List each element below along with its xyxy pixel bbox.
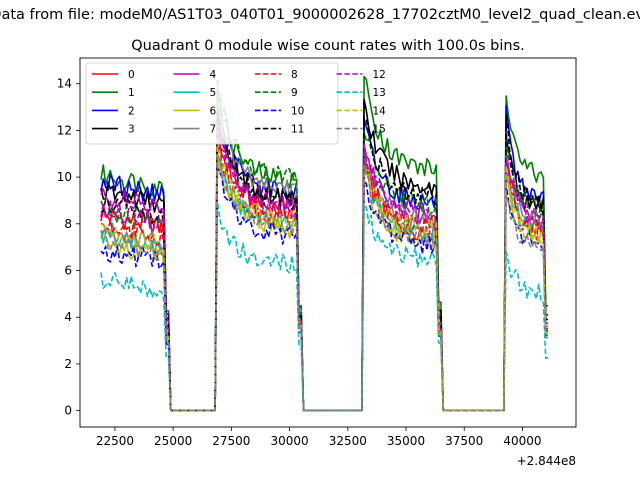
figure-suptitle: Data from file: modeM0/AS1T03_040T01_900… <box>0 7 640 23</box>
series-line-7 <box>100 106 549 412</box>
series-line-3 <box>100 98 549 412</box>
series-line-0 <box>100 125 549 412</box>
series-line-4 <box>100 130 549 412</box>
series-line-12 <box>100 121 549 412</box>
y-tick-label: 14 <box>57 77 72 91</box>
y-tick-label: 12 <box>57 123 72 137</box>
x-tick-label: 30000 <box>270 434 308 448</box>
legend-label-4: 4 <box>210 69 217 81</box>
x-tick-label: 37500 <box>445 434 483 448</box>
legend-label-6: 6 <box>210 105 217 117</box>
y-tick-label: 0 <box>64 404 72 418</box>
legend-label-9: 9 <box>291 87 298 99</box>
series-line-15 <box>100 154 549 412</box>
series-line-10 <box>100 167 549 412</box>
legend-label-10: 10 <box>291 105 304 117</box>
legend-label-8: 8 <box>291 69 298 81</box>
series-line-8 <box>100 145 549 412</box>
legend-label-5: 5 <box>210 87 217 99</box>
series-line-5 <box>100 158 549 412</box>
legend-label-14: 14 <box>373 105 387 117</box>
legend-label-13: 13 <box>373 87 386 99</box>
legend-label-15: 15 <box>373 124 386 136</box>
x-tick-label: 40000 <box>503 434 541 448</box>
x-offset-label: +2.844e8 <box>517 454 576 468</box>
legend-label-1: 1 <box>128 87 135 99</box>
chart-title: Quadrant 0 module wise count rates with … <box>131 38 525 54</box>
axis-layer: 22500 25000 27500 30000 32500 35000 37500 40000… <box>57 77 542 448</box>
legend-label-3: 3 <box>128 124 135 136</box>
legend-label-0: 0 <box>128 69 135 81</box>
series-layer <box>100 75 549 412</box>
x-tick-label: 27500 <box>212 434 250 448</box>
x-tick-label: 32500 <box>329 434 367 448</box>
legend-label-12: 12 <box>373 69 386 81</box>
y-tick-label: 4 <box>64 310 72 324</box>
series-line-13 <box>100 201 549 412</box>
plot-frame <box>79 57 577 428</box>
legend-label-7: 7 <box>210 124 217 136</box>
legend-label-2: 2 <box>128 105 135 117</box>
x-tick-label: 35000 <box>387 434 425 448</box>
series-line-2 <box>100 105 549 412</box>
y-tick-label: 2 <box>64 357 72 371</box>
x-tick-label: 25000 <box>154 434 192 448</box>
series-line-14 <box>100 138 549 412</box>
legend-box <box>85 62 339 145</box>
series-line-6 <box>100 150 549 412</box>
legend-label-11: 11 <box>291 124 304 136</box>
x-tick-label: 22500 <box>96 434 134 448</box>
y-tick-label: 8 <box>64 217 72 231</box>
y-tick-label: 6 <box>64 264 72 278</box>
y-tick-label: 10 <box>57 170 72 184</box>
